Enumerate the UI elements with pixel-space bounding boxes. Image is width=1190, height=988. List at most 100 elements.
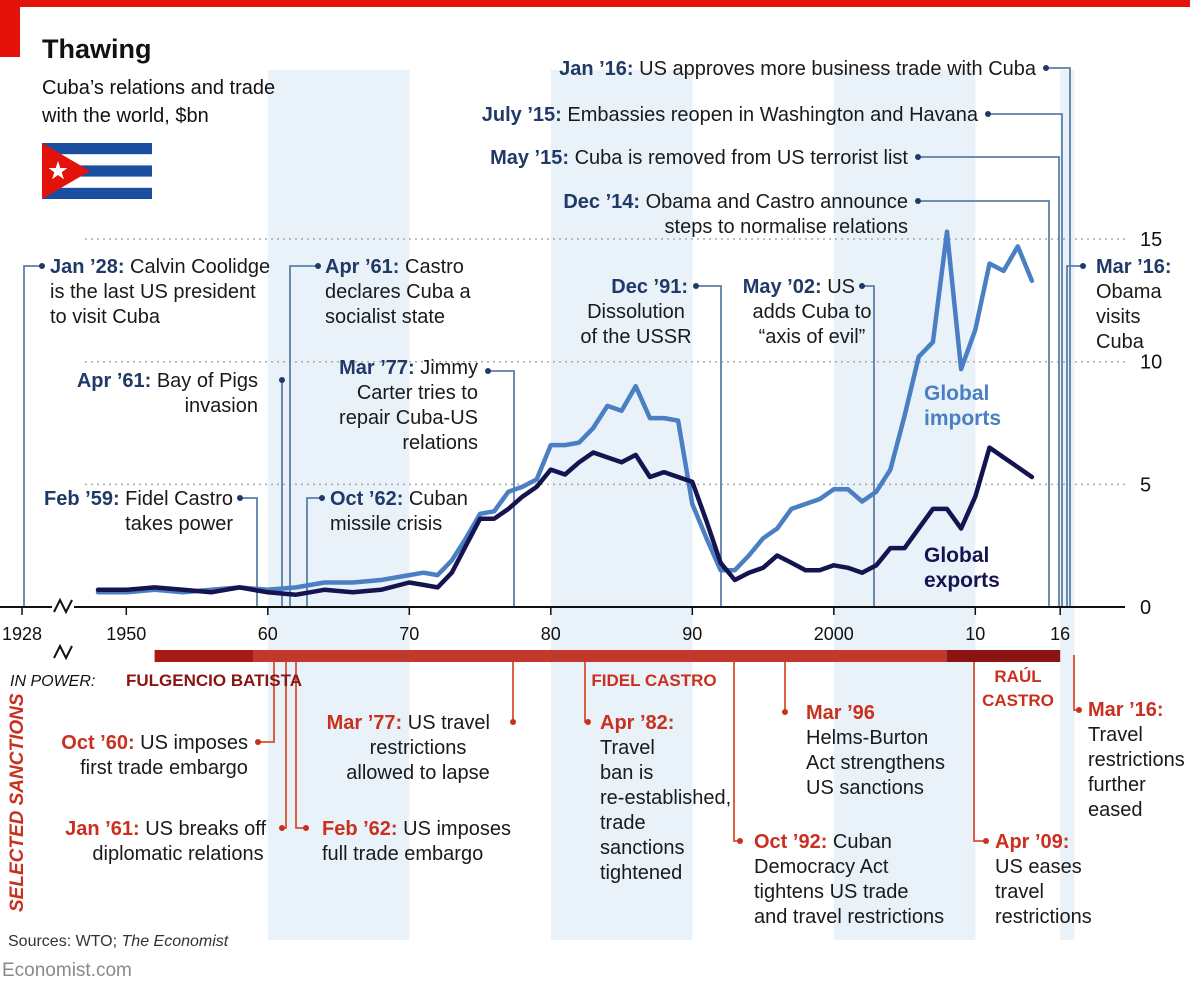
top-event-labels: Jan ’28: Calvin Coolidge is the last US p… <box>44 58 1172 535</box>
event-date: Oct ’92: <box>754 831 827 853</box>
sanction-dot <box>983 838 989 844</box>
leader-line <box>1066 265 1083 607</box>
event-date: Mar ’16: <box>1088 699 1164 721</box>
selected-sanctions-label: SELECTED SANCTIONS <box>7 693 28 912</box>
leader-line <box>1046 67 1071 607</box>
event-text: Cuba is removed from US terrorist list <box>569 147 908 169</box>
axis-break-icon <box>53 643 73 661</box>
event-line: first trade embargo <box>80 757 248 779</box>
sanction-leader-line <box>1073 655 1079 711</box>
event-first-line: Oct ’62: Cuban <box>330 488 468 510</box>
event-date: Feb ’59: <box>44 488 120 510</box>
event-text: Fidel Castro <box>120 488 233 510</box>
event-line: Democracy Act <box>754 856 889 878</box>
leader-line <box>988 113 1063 607</box>
event-first-line: Oct ’60: US imposes <box>61 732 248 754</box>
event-date: Dec ’14: <box>563 191 640 213</box>
event-label: Apr ’61: Castro declares Cuba a socialist … <box>325 256 472 328</box>
event-text: Bay of Pigs <box>151 370 258 392</box>
event-label: Feb ’59: Fidel Castro takes power <box>44 488 233 535</box>
event-label: Jan ’28: Calvin Coolidge is the last US p… <box>50 256 270 328</box>
event-line: relations <box>402 432 478 454</box>
event-line: full trade embargo <box>322 843 483 865</box>
x-tick-label: 10 <box>965 624 985 644</box>
source-italic: The Economist <box>122 933 229 950</box>
event-first-line: Jan ’61: US breaks off <box>65 818 266 840</box>
event-text: Cuban <box>827 831 892 853</box>
series-label: Global <box>924 544 989 567</box>
sanction-dot <box>279 825 285 831</box>
event-date: Feb ’62: <box>322 818 398 840</box>
event-text: US imposes <box>398 818 511 840</box>
leader-line <box>289 265 318 607</box>
event-line: tightened <box>600 862 682 884</box>
event-label: Jan ’61: US breaks off diplomatic relatio… <box>65 818 266 865</box>
event-date: Apr ’82: <box>600 712 674 734</box>
event-label: Dec ’14: Obama and Castro announce steps … <box>563 191 908 238</box>
event-text: Cuban <box>403 488 468 510</box>
series-label: imports <box>924 407 1001 430</box>
in-power-label: IN POWER: <box>10 673 95 690</box>
leader-dot <box>1043 65 1049 71</box>
sanction-dot <box>585 719 591 725</box>
brand-logo: Economist.com <box>2 960 132 981</box>
event-date: Jan ’61: <box>65 818 139 840</box>
event-first-line: Feb ’62: US imposes <box>322 818 511 840</box>
event-label: May ’15: Cuba is removed from US terrori… <box>490 147 908 169</box>
event-date: Mar ’77: <box>339 357 415 379</box>
event-date: Apr ’09: <box>995 831 1069 853</box>
event-text: US approves more business trade with Cub… <box>634 58 1037 80</box>
event-first-line: July ’15: Embassies reopen in Washington… <box>482 104 979 126</box>
event-line: sanctions <box>600 837 685 859</box>
event-label: Oct ’92: Cuban Democracy Act tightens US t… <box>754 831 944 928</box>
sanction-leader-line <box>733 655 740 842</box>
leader-line <box>862 285 875 607</box>
event-label: Mar ’16: Travel restrictions further eased <box>1088 699 1185 821</box>
event-text: US <box>822 276 855 298</box>
event-date: Mar ’77: <box>327 712 403 734</box>
event-label: Apr ’61: Bay of Pigs invasion <box>77 370 258 417</box>
event-first-line: Mar ’96 <box>806 702 875 724</box>
sanction-leader-line <box>258 655 275 743</box>
event-date: Dec ’91: <box>611 276 688 298</box>
event-first-line: Jan ’16: US approves more business trade… <box>559 58 1037 80</box>
event-first-line: Apr ’61: Bay of Pigs <box>77 370 258 392</box>
event-label: Mar ’16: Obama visits Cuba <box>1096 256 1172 353</box>
y-tick-label: 5 <box>1140 474 1151 496</box>
event-first-line: Apr ’82: <box>600 712 674 734</box>
y-axis-labels: 0 5 10 15 <box>1140 229 1162 619</box>
leader-dot <box>279 377 285 383</box>
bottom-leader-lines <box>255 655 1082 844</box>
source-note: Sources: WTO; The Economist <box>8 933 229 950</box>
x-tick-label: 1950 <box>106 624 146 644</box>
sanction-dot <box>737 838 743 844</box>
x-axis-labels: 1928 1950 60 70 80 90 2000 10 16 <box>2 624 1070 644</box>
top-leader-lines <box>23 65 1086 607</box>
event-first-line: Apr ’61: Castro <box>325 256 464 278</box>
leader-bar <box>947 650 1061 662</box>
event-label: July ’15: Embassies reopen in Washington… <box>482 104 979 126</box>
event-first-line: Mar ’16: <box>1088 699 1164 721</box>
leader-dot <box>237 495 243 501</box>
event-line: of the USSR <box>580 326 691 348</box>
event-line: and travel restrictions <box>754 906 944 928</box>
event-label: Apr ’09: US eases travel restrictions <box>995 831 1092 928</box>
event-label: Mar ’96 Helms-Burton Act strengthens US san… <box>806 702 945 799</box>
subtitle-line-2: with the world, $bn <box>41 105 209 127</box>
subtitle-line-1: Cuba’s relations and trade <box>42 77 275 99</box>
page-title: Thawing <box>42 34 152 64</box>
event-line: takes power <box>125 513 233 535</box>
y-tick-label: 15 <box>1140 229 1162 251</box>
event-line: Travel <box>600 737 655 759</box>
source-prefix: Sources: WTO; <box>8 933 122 950</box>
leader-line <box>918 156 1060 607</box>
x-tick-label: 16 <box>1050 624 1070 644</box>
event-line: socialist state <box>325 306 445 328</box>
x-axis <box>0 597 1125 661</box>
event-label: Oct ’60: US imposes first trade embargo <box>61 732 248 779</box>
leader-name: FULGENCIO BATISTA <box>126 671 302 690</box>
event-line: missile crisis <box>330 513 442 535</box>
leader-bar <box>253 650 947 662</box>
